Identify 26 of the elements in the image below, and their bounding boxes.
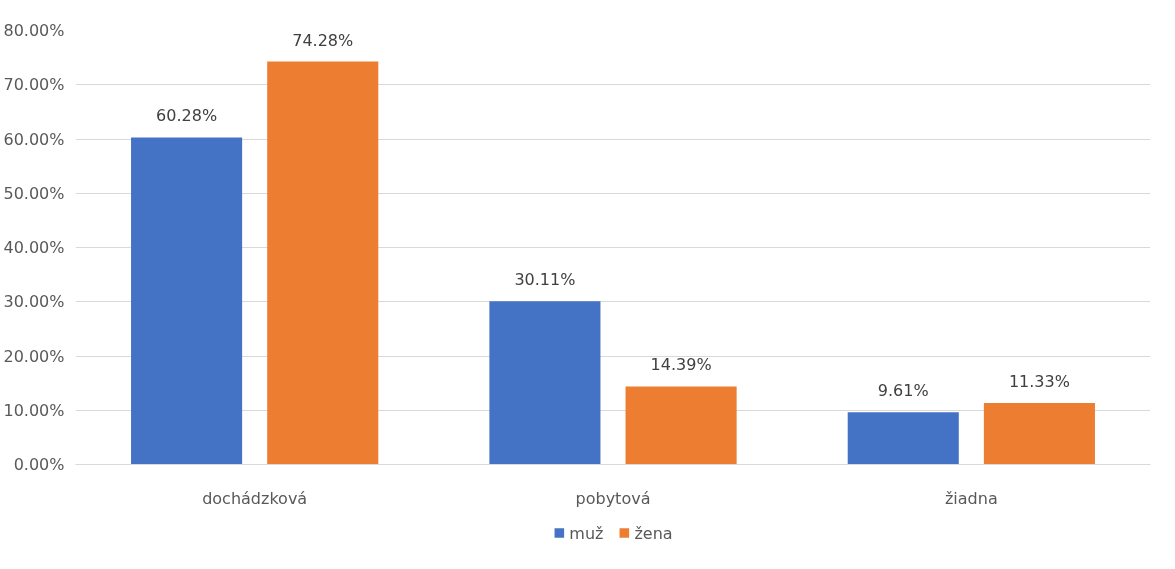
y-tick-label: 20.00% <box>3 346 65 366</box>
y-tick-label: 50.00% <box>3 183 65 203</box>
data-label: 14.39% <box>650 355 712 375</box>
x-tick-label: pobytová <box>575 488 651 508</box>
x-tick-label: dochádzková <box>202 488 308 508</box>
y-tick-label: 70.00% <box>3 75 65 95</box>
data-label: 9.61% <box>877 381 929 401</box>
y-tick-label: 60.00% <box>3 129 65 149</box>
y-tick-label: 40.00% <box>3 238 65 257</box>
bar <box>267 61 379 465</box>
x-tick-label: žiadna <box>944 488 998 508</box>
bar <box>847 412 959 465</box>
data-label: 30.11% <box>514 270 576 290</box>
data-label: 74.28% <box>292 30 354 50</box>
bar <box>489 301 601 465</box>
data-label: 60.28% <box>156 106 218 126</box>
legend-label: muž <box>569 523 604 542</box>
data-label: 11.33% <box>1008 372 1070 392</box>
bar <box>625 386 737 465</box>
legend-label: žena <box>634 523 673 542</box>
y-tick-label: 0.00% <box>13 455 65 474</box>
y-tick-label: 10.00% <box>3 400 65 420</box>
y-tick-label: 30.00% <box>3 292 65 312</box>
bar <box>131 137 243 465</box>
y-tick-label: 80.00% <box>3 21 65 40</box>
bar <box>983 403 1095 465</box>
